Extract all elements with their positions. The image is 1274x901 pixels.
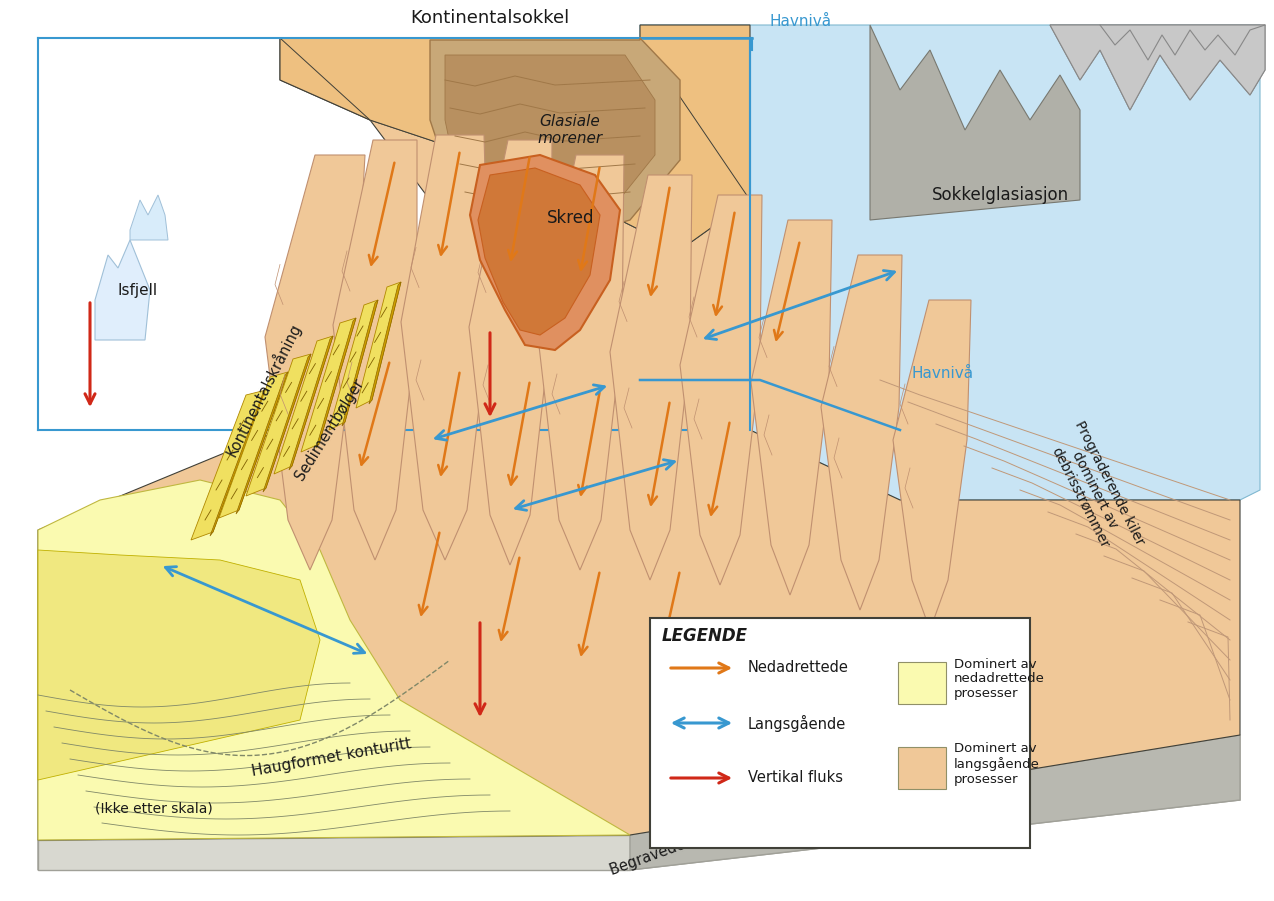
Polygon shape bbox=[341, 300, 378, 426]
Polygon shape bbox=[274, 336, 333, 474]
Polygon shape bbox=[265, 155, 364, 570]
Text: Havnivå: Havnivå bbox=[912, 366, 975, 380]
Text: Dominert av
nedadrettede
prosesser: Dominert av nedadrettede prosesser bbox=[954, 658, 1045, 700]
Polygon shape bbox=[236, 372, 288, 514]
Polygon shape bbox=[369, 282, 401, 404]
Polygon shape bbox=[470, 155, 620, 350]
Polygon shape bbox=[750, 220, 832, 595]
Polygon shape bbox=[280, 25, 750, 250]
Polygon shape bbox=[219, 372, 288, 518]
Polygon shape bbox=[38, 480, 631, 840]
Text: (Ikke etter skala): (Ikke etter skala) bbox=[96, 801, 213, 815]
Polygon shape bbox=[191, 390, 266, 540]
Polygon shape bbox=[262, 354, 311, 492]
Polygon shape bbox=[431, 38, 680, 240]
Polygon shape bbox=[329, 300, 378, 430]
Bar bbox=[898, 747, 947, 789]
Text: LEGENDE: LEGENDE bbox=[662, 627, 748, 645]
Text: Isfjell: Isfjell bbox=[118, 283, 158, 297]
Text: Sokkelglasiasjon: Sokkelglasiasjon bbox=[931, 186, 1069, 204]
Polygon shape bbox=[1050, 25, 1265, 110]
Text: Dominert av
langsgående
prosesser: Dominert av langsgående prosesser bbox=[954, 742, 1040, 786]
Text: Begravede skråningskonturitter: Begravede skråningskonturitter bbox=[608, 782, 833, 878]
Text: Langsgående: Langsgående bbox=[748, 714, 846, 732]
Text: Nedadrettede: Nedadrettede bbox=[748, 660, 848, 676]
Text: Prograderende kiler
dominert av
debrisstrømmer: Prograderende kiler dominert av debrisst… bbox=[1043, 418, 1147, 561]
Polygon shape bbox=[469, 140, 552, 565]
Bar bbox=[650, 618, 1029, 848]
Polygon shape bbox=[210, 390, 266, 536]
Text: Sedimentbølger: Sedimentbølger bbox=[293, 377, 367, 484]
Polygon shape bbox=[38, 735, 1240, 870]
Polygon shape bbox=[478, 168, 600, 335]
Polygon shape bbox=[96, 240, 150, 340]
Polygon shape bbox=[870, 25, 1080, 220]
Polygon shape bbox=[640, 25, 1260, 500]
Polygon shape bbox=[401, 135, 489, 560]
Text: Skred: Skred bbox=[547, 209, 595, 227]
Polygon shape bbox=[538, 155, 624, 570]
Polygon shape bbox=[38, 550, 320, 780]
Bar bbox=[898, 662, 947, 704]
Text: Kontinentalskråning: Kontinentalskråning bbox=[222, 321, 304, 460]
Polygon shape bbox=[246, 354, 311, 496]
Polygon shape bbox=[680, 195, 762, 585]
Polygon shape bbox=[280, 38, 750, 250]
Text: Kontinentalsokkel: Kontinentalsokkel bbox=[410, 9, 569, 27]
Polygon shape bbox=[316, 318, 355, 448]
Polygon shape bbox=[610, 175, 692, 580]
Text: Glasiale
morener: Glasiale morener bbox=[538, 114, 603, 146]
Polygon shape bbox=[289, 336, 333, 470]
Polygon shape bbox=[130, 195, 168, 240]
Polygon shape bbox=[893, 300, 971, 630]
Polygon shape bbox=[631, 735, 1240, 870]
Polygon shape bbox=[445, 55, 655, 225]
Text: Vertikal fluks: Vertikal fluks bbox=[748, 770, 843, 786]
Polygon shape bbox=[38, 835, 631, 870]
Polygon shape bbox=[301, 318, 355, 452]
Polygon shape bbox=[355, 282, 401, 408]
Text: Havnivå: Havnivå bbox=[769, 14, 832, 30]
Polygon shape bbox=[333, 140, 417, 560]
Polygon shape bbox=[1050, 25, 1265, 110]
Text: Haugformet konturitt: Haugformet konturitt bbox=[250, 736, 413, 779]
Polygon shape bbox=[820, 255, 902, 610]
Polygon shape bbox=[38, 38, 1240, 840]
